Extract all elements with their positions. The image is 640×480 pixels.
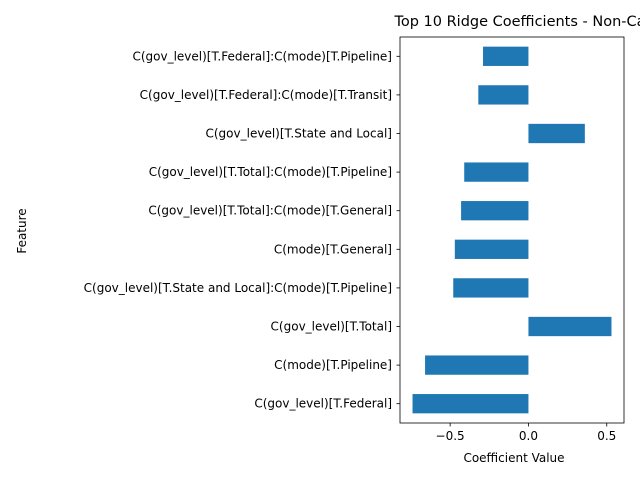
- bar-3: [464, 162, 529, 182]
- chart-title: Top 10 Ridge Coefficients - Non-Ca: [393, 14, 640, 30]
- x-tick-label: 0.5: [597, 429, 616, 443]
- bar-group: [412, 46, 612, 414]
- bar-8: [425, 355, 529, 375]
- bar-4: [461, 201, 529, 221]
- y-tick-label: C(gov_level)[T.State and Local]: [206, 127, 393, 141]
- y-tick-label: C(gov_level)[T.Federal]: [254, 397, 392, 411]
- plot-area-frame: [399, 36, 625, 424]
- x-tick-label: −0.5: [436, 429, 465, 443]
- y-axis-title: Feature: [15, 208, 29, 253]
- x-tick-group: −0.5 0.0 0.5: [436, 423, 616, 443]
- bar-6: [453, 278, 529, 298]
- bar-7: [528, 316, 612, 337]
- y-tick-label: C(gov_level)[T.Federal]:C(mode)[T.Pipeli…: [132, 49, 392, 63]
- y-tick-label: C(mode)[T.General]: [274, 242, 392, 256]
- y-tick-label: C(mode)[T.Pipeline]: [274, 358, 392, 372]
- y-tick-label: C(gov_level)[T.Federal]:C(mode)[T.Transi…: [140, 88, 392, 102]
- x-tick-label: 0.0: [519, 429, 538, 443]
- bar-9: [412, 394, 529, 414]
- bar-1: [478, 85, 529, 105]
- y-tick-label: C(gov_level)[T.State and Local]:C(mode)[…: [84, 281, 392, 295]
- bar-5: [454, 239, 529, 259]
- y-tick-group: C(gov_level)[T.Federal]:C(mode)[T.Pipeli…: [84, 49, 400, 411]
- y-tick-label: C(gov_level)[T.Total]:C(mode)[T.Pipeline…: [149, 165, 392, 179]
- y-tick-label: C(gov_level)[T.Total]:C(mode)[T.General]: [148, 204, 392, 218]
- y-tick-label: C(gov_level)[T.Total]: [271, 320, 392, 334]
- bar-2: [528, 123, 585, 144]
- bar-0: [483, 46, 529, 66]
- x-axis-title: Coefficient Value: [463, 451, 564, 465]
